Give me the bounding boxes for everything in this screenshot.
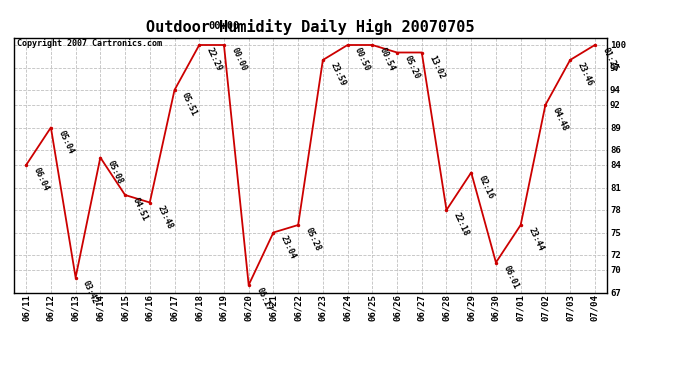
Text: 23:59: 23:59 [328, 62, 347, 88]
Text: 05:20: 05:20 [402, 54, 422, 80]
Text: 01:25: 01:25 [600, 46, 619, 73]
Text: 04:51: 04:51 [130, 196, 149, 223]
Text: 05:28: 05:28 [304, 226, 322, 253]
Text: 02:16: 02:16 [477, 174, 495, 200]
Text: 23:48: 23:48 [155, 204, 174, 230]
Text: 05:04: 05:04 [57, 129, 75, 155]
Text: 23:44: 23:44 [526, 226, 545, 253]
Text: 23:46: 23:46 [575, 62, 594, 88]
Text: 06:04: 06:04 [32, 166, 50, 193]
Text: 22:18: 22:18 [452, 211, 471, 238]
Text: 00:54: 00:54 [378, 46, 397, 73]
Text: 06:17: 06:17 [254, 286, 273, 313]
Text: Copyright 2007 Cartronics.com: Copyright 2007 Cartronics.com [17, 39, 161, 48]
Text: 05:51: 05:51 [180, 92, 199, 118]
Text: 22:29: 22:29 [205, 46, 224, 73]
Text: 00:00: 00:00 [208, 21, 239, 31]
Text: 23:04: 23:04 [279, 234, 297, 260]
Title: Outdoor Humidity Daily High 20070705: Outdoor Humidity Daily High 20070705 [146, 19, 475, 35]
Text: 03:42: 03:42 [81, 279, 100, 305]
Text: 06:01: 06:01 [502, 264, 520, 290]
Text: 00:50: 00:50 [353, 46, 372, 73]
Text: 00:00: 00:00 [230, 46, 248, 73]
Text: 04:48: 04:48 [551, 106, 570, 133]
Text: 05:08: 05:08 [106, 159, 125, 185]
Text: 13:02: 13:02 [427, 54, 446, 80]
